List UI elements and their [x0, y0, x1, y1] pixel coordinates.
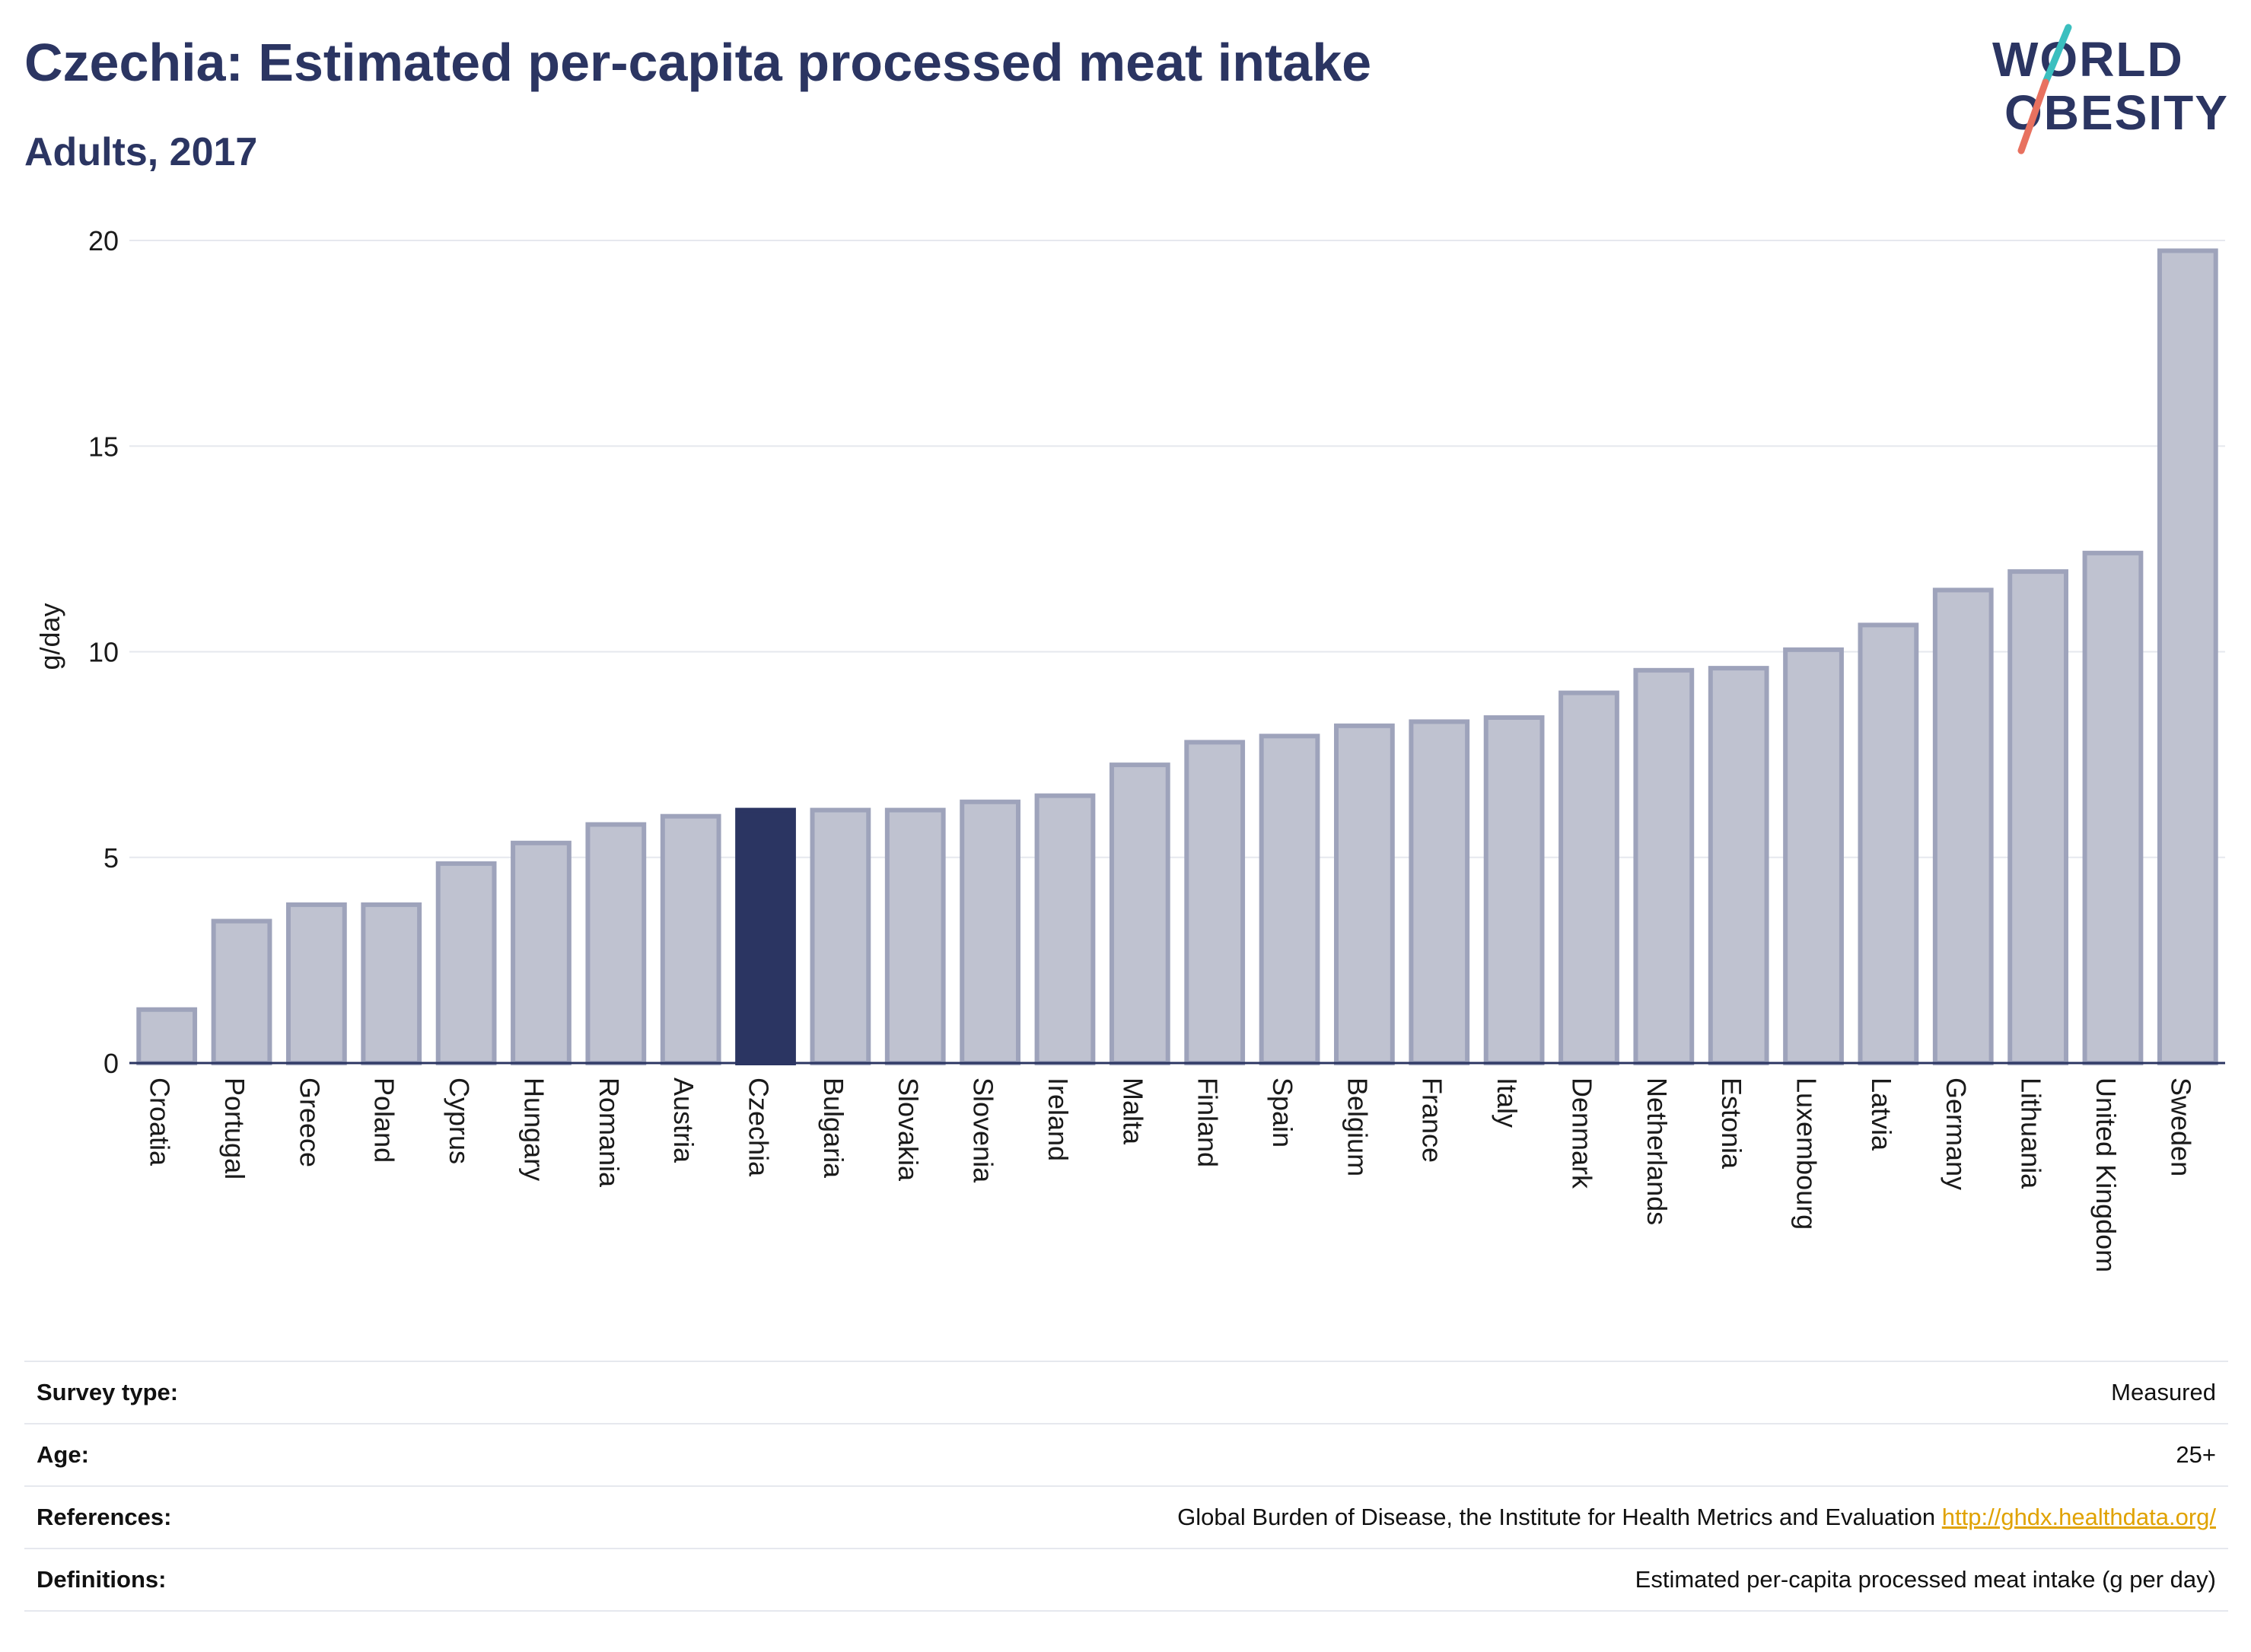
y-axis-label: g/day — [34, 603, 65, 670]
bar-romania — [585, 822, 647, 1065]
x-tick-label: Lithuania — [2016, 1077, 2047, 1189]
info-row-definitions: Definitions: Estimated per-capita proces… — [24, 1549, 2228, 1611]
bar-estonia — [1708, 666, 1769, 1065]
info-row-references: References: Global Burden of Disease, th… — [24, 1486, 2228, 1549]
y-tick-label: 15 — [88, 431, 119, 462]
x-tick-label: Belgium — [1342, 1077, 1373, 1176]
x-tick-label: Czechia — [743, 1077, 775, 1177]
logo-slash-teal — [2042, 24, 2072, 86]
info-row-age: Age: 25+ — [24, 1424, 2228, 1486]
x-tick-label: Croatia — [145, 1077, 176, 1167]
bar-sweden — [2157, 248, 2218, 1066]
bar-malta — [1109, 762, 1170, 1065]
info-value: Estimated per-capita processed meat inta… — [1635, 1566, 2216, 1593]
bar-finland — [1184, 740, 1246, 1065]
bar-germany — [1932, 587, 1994, 1065]
info-table: Survey type: Measured Age: 25+ Reference… — [24, 1361, 2228, 1612]
references-text: Global Burden of Disease, the Institute … — [1177, 1504, 1936, 1530]
bar-croatia — [136, 1007, 198, 1065]
bar-lithuania — [2007, 569, 2068, 1065]
info-value: Measured — [2111, 1379, 2216, 1405]
bar-chart: 0 5 10 15 20 Croatia Portugal Greece Poland Cypru… — [34, 225, 2225, 1272]
bar-france — [1409, 719, 1470, 1065]
world-obesity-logo: WORLD OBESITY — [1992, 24, 2227, 154]
bar-czechia — [735, 807, 796, 1066]
y-tick-label: 20 — [88, 225, 119, 256]
x-tick-label: Netherlands — [1641, 1077, 1673, 1225]
bars — [136, 248, 2218, 1066]
x-tick-label: Cyprus — [444, 1077, 475, 1164]
bar-latvia — [1858, 622, 1919, 1065]
x-tick-label: Spain — [1267, 1077, 1298, 1147]
x-tick-label: Malta — [1117, 1077, 1148, 1145]
references-link[interactable]: http://ghdx.healthdata.org/ — [1941, 1504, 2216, 1530]
y-tick-label: 0 — [103, 1048, 119, 1079]
y-tick-label: 10 — [88, 637, 119, 668]
x-tick-label: France — [1417, 1077, 1448, 1163]
bar-bulgaria — [810, 807, 871, 1066]
info-key: References: — [37, 1504, 172, 1530]
info-key: Survey type: — [37, 1379, 179, 1405]
x-tick-label: Portugal — [219, 1077, 250, 1179]
x-tick-label: Italy — [1492, 1077, 1523, 1128]
chart-title: Czechia: Estimated per-capita processed … — [24, 33, 1372, 92]
x-tick-label: Slovakia — [893, 1077, 924, 1182]
info-key: Definitions: — [37, 1566, 167, 1593]
bar-greece — [286, 902, 347, 1065]
x-tick-label: United Kingdom — [2090, 1077, 2122, 1272]
bar-hungary — [511, 840, 572, 1066]
x-tick-label: Estonia — [1716, 1077, 1747, 1170]
x-tick-label: Luxembourg — [1791, 1077, 1823, 1230]
x-tick-label: Austria — [668, 1077, 699, 1163]
x-tick-label: Ireland — [1043, 1077, 1074, 1161]
info-value: Global Burden of Disease, the Institute … — [338, 1486, 2228, 1549]
bar-luxembourg — [1783, 647, 1844, 1065]
x-tick-label: Latvia — [1866, 1077, 1897, 1151]
bar-italy — [1483, 715, 1545, 1065]
bar-ireland — [1034, 793, 1096, 1066]
logo-slash-coral — [2017, 78, 2049, 154]
x-tick-label: Bulgaria — [818, 1077, 849, 1179]
bar-slovakia — [884, 807, 946, 1066]
x-tick-label: Romania — [594, 1077, 625, 1188]
info-value: 25+ — [2176, 1441, 2216, 1468]
bar-slovenia — [960, 799, 1020, 1065]
bar-spain — [1259, 734, 1320, 1065]
bar-denmark — [1559, 690, 1619, 1065]
bar-portugal — [211, 918, 272, 1065]
x-tick-label: Slovenia — [968, 1077, 999, 1183]
info-key: Age: — [37, 1441, 89, 1468]
x-tick-label: Finland — [1192, 1077, 1224, 1167]
x-tick-label: Poland — [369, 1077, 400, 1163]
info-row-survey-type: Survey type: Measured — [24, 1361, 2228, 1424]
axes: 0 5 10 15 20 Croatia Portugal Greece Poland Cypru… — [88, 225, 2225, 1272]
x-tick-label: Greece — [294, 1077, 325, 1167]
chart-subtitle: Adults, 2017 — [24, 130, 258, 174]
bar-belgium — [1334, 723, 1395, 1065]
x-tick-label: Germany — [1941, 1077, 1972, 1190]
y-tick-label: 5 — [103, 842, 119, 874]
logo-word-world: WORLD — [1992, 32, 2184, 87]
x-tick-label: Sweden — [2165, 1077, 2196, 1176]
x-tick-label: Hungary — [518, 1077, 549, 1181]
x-tick-label: Denmark — [1566, 1077, 1597, 1189]
bar-netherlands — [1633, 667, 1695, 1065]
bar-cyprus — [435, 861, 497, 1066]
bar-united-kingdom — [2082, 550, 2144, 1065]
bar-poland — [361, 902, 422, 1065]
bar-austria — [660, 813, 721, 1065]
